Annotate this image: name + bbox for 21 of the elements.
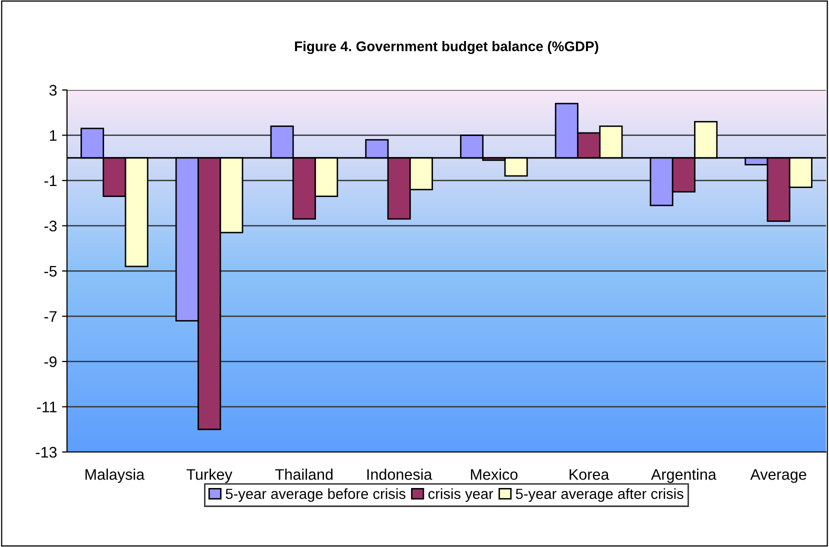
chart-title: Figure 4. Government budget balance (%GDP) (295, 41, 598, 54)
y-tick-label: -13 (36, 446, 57, 458)
x-tick-label: Mexico (470, 468, 518, 480)
x-tick-label: Turkey (186, 468, 232, 483)
x-tick-label: Korea (570, 469, 610, 480)
y-tick-label: 1 (50, 130, 57, 141)
x-tick-label: Malaysia (86, 468, 145, 483)
legend-label: crisis year (428, 488, 494, 502)
x-tick-label: Average (750, 469, 806, 483)
y-tick-label: -3 (44, 220, 57, 232)
x-tick-label: Thailand (275, 468, 333, 480)
x-tick-label: Argentina (651, 468, 716, 483)
y-tick-label: -7 (44, 311, 57, 322)
y-tick-label: -11 (37, 402, 57, 412)
y-tick-label: -1 (44, 176, 57, 186)
y-tick-label: -5 (44, 266, 57, 277)
y-tick-label: -9 (44, 356, 57, 368)
x-tick-label: Indonesia (367, 468, 432, 480)
legend-label: 5-year average before crisis (226, 488, 406, 502)
y-tick-label: 3 (49, 84, 57, 96)
legend-label: 5-year average after crisis (516, 488, 684, 502)
